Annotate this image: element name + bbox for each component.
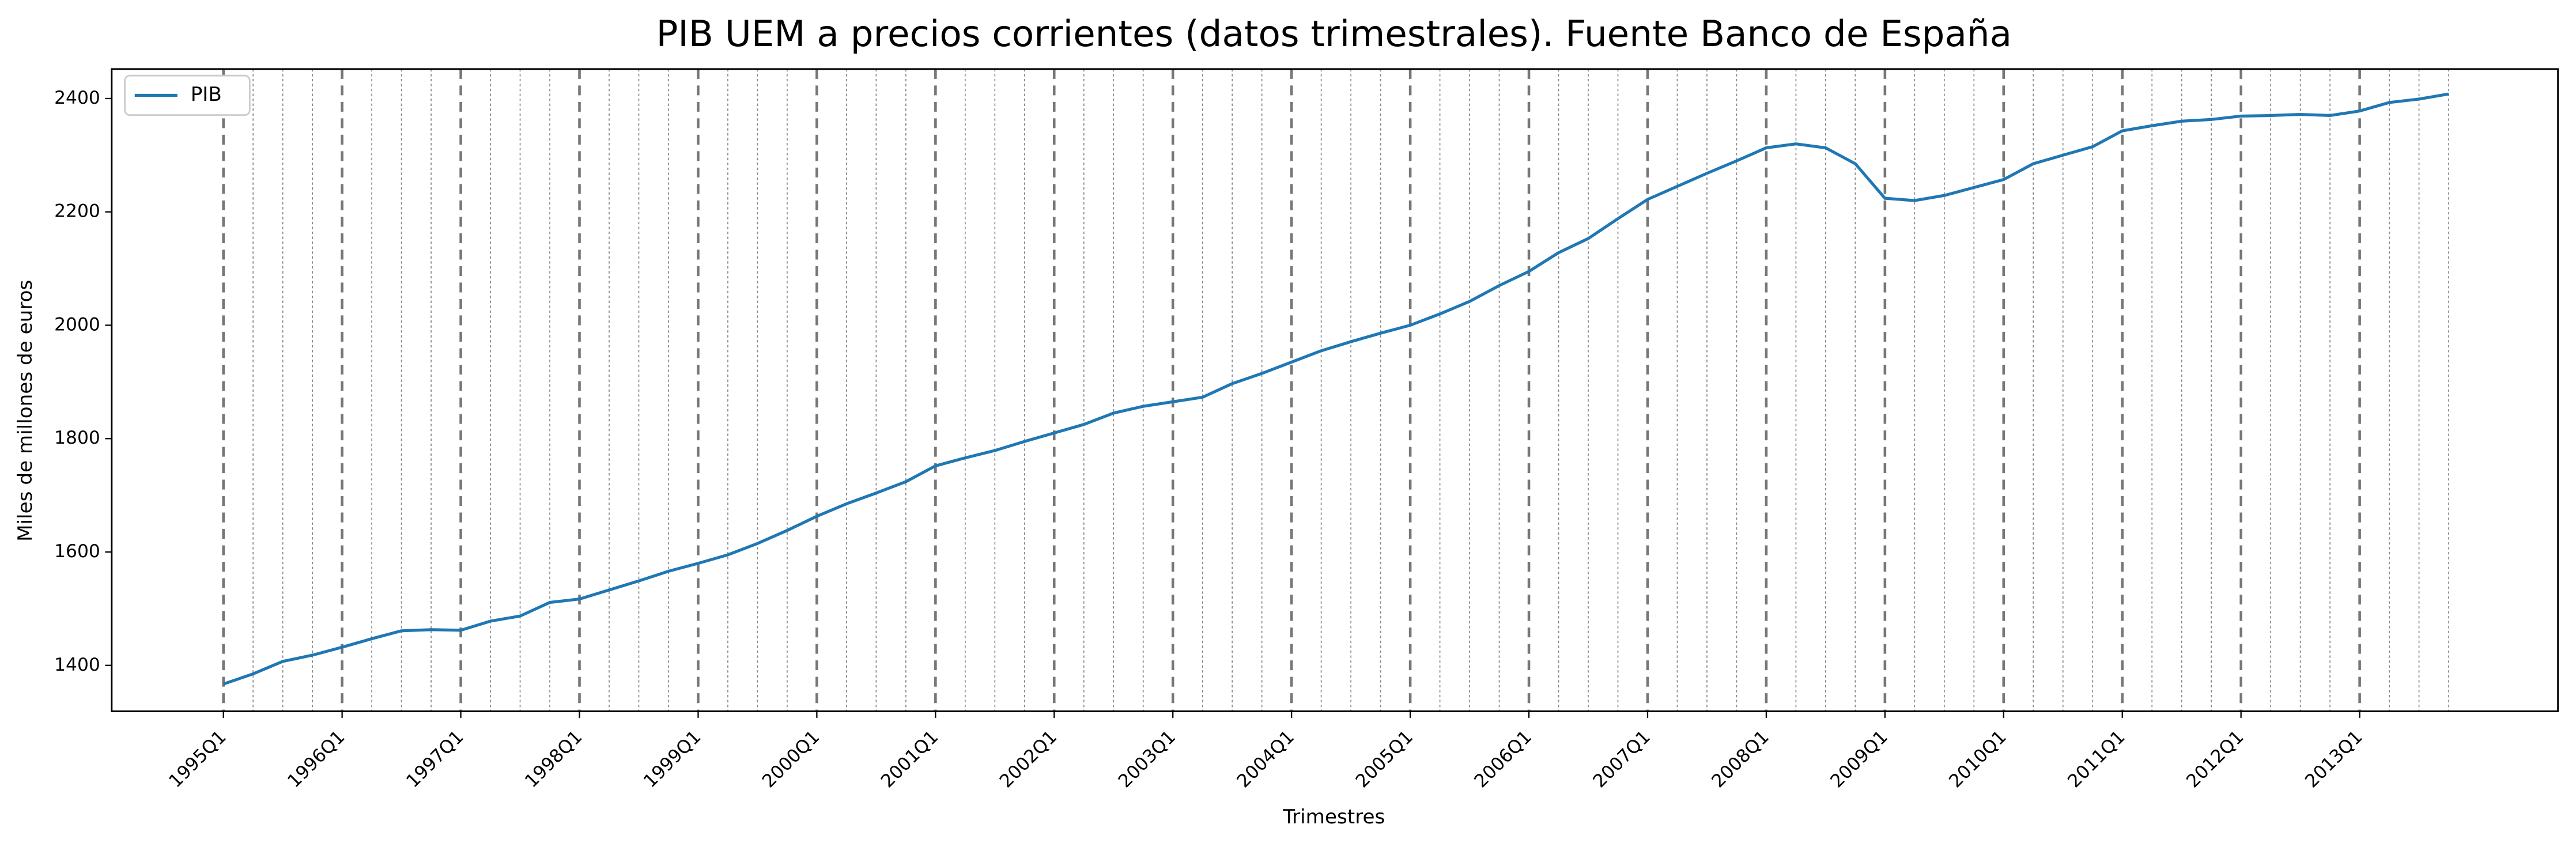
- plot-frame: [111, 68, 2559, 712]
- y-tick-label: 1600: [54, 541, 100, 562]
- series-line: [222, 92, 2449, 686]
- legend-box: [124, 74, 251, 116]
- y-tick-label: 2400: [54, 88, 100, 108]
- chart-title: PIB UEM a precios corrientes (datos trim…: [656, 13, 2012, 55]
- legend-label: PIB: [191, 83, 222, 106]
- x-axis-label: Trimestres: [1282, 806, 1385, 829]
- y-tick-label: 2000: [54, 314, 100, 335]
- y-axis-label: Miles de millones de euros: [14, 280, 37, 542]
- y-tick-label: 1800: [54, 428, 100, 448]
- y-tick-label: 2200: [54, 201, 100, 222]
- y-tick-label: 1400: [54, 655, 100, 675]
